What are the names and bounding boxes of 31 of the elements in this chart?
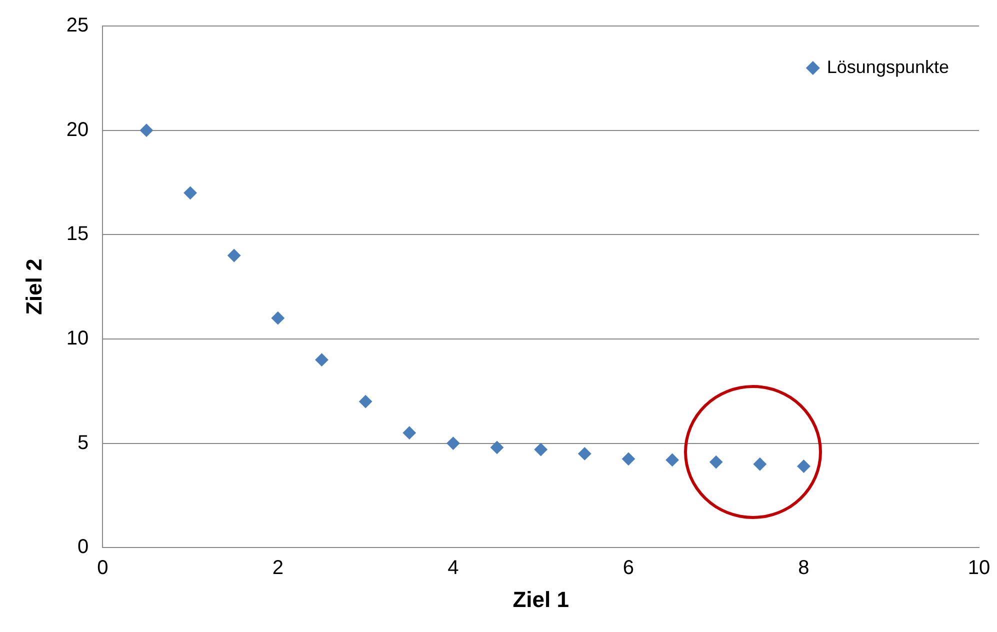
point [228, 249, 241, 262]
x-tick-label: 4 [448, 557, 459, 580]
x-tick-label: 0 [97, 557, 108, 580]
y-tick-label: 25 [66, 14, 89, 37]
point [534, 443, 548, 456]
x-axis-title: Ziel 1 [512, 586, 569, 612]
point [446, 436, 460, 450]
point [184, 186, 197, 200]
point [578, 447, 592, 460]
y-tick-label: 10 [66, 327, 89, 350]
y-tick-label: 0 [78, 536, 89, 558]
x-tick-label: 6 [622, 557, 634, 580]
point [359, 395, 372, 408]
point [271, 312, 284, 325]
point [710, 456, 723, 469]
y-tick-label: 5 [78, 432, 89, 454]
point [666, 453, 679, 466]
point [402, 426, 416, 440]
point [140, 124, 153, 137]
point [622, 452, 635, 466]
x-tick-label: 8 [798, 557, 810, 580]
point [490, 440, 504, 454]
x-tick-label: 10 [968, 557, 990, 580]
legend-label: Lösungspunkte [826, 56, 950, 77]
y-tick-label: 20 [66, 118, 89, 141]
y-tick-label: 15 [66, 223, 89, 246]
point [753, 458, 766, 471]
point [315, 353, 328, 366]
point [797, 460, 810, 473]
y-axis-title: Ziel 2 [21, 258, 46, 315]
x-tick-label: 2 [272, 557, 284, 580]
